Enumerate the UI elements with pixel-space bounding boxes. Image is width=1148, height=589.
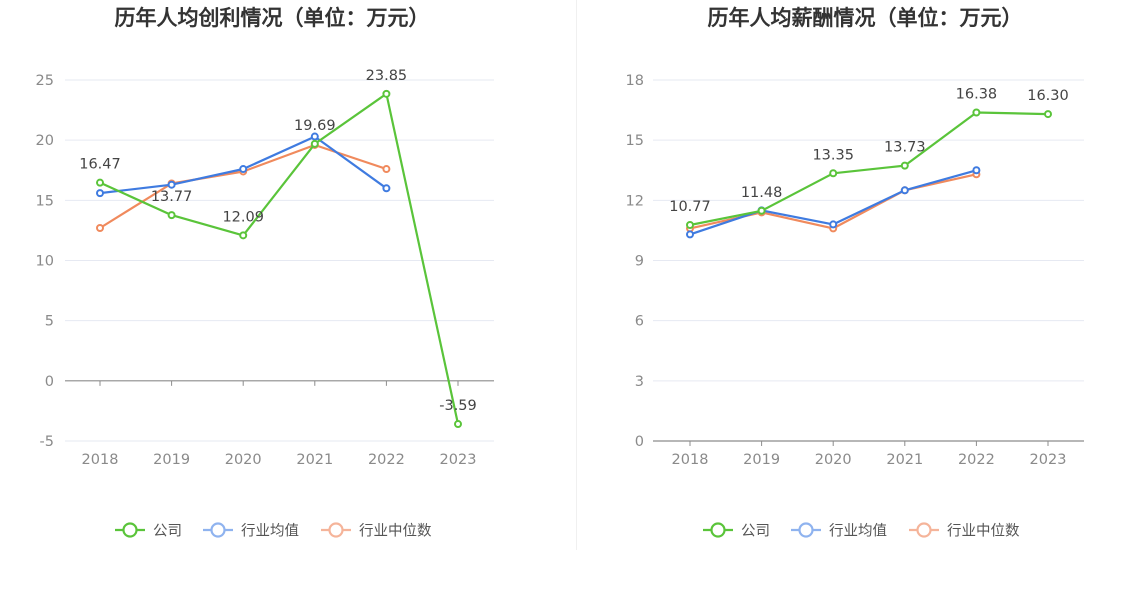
x-tick-label: 2019 bbox=[743, 452, 780, 468]
data-point bbox=[167, 211, 176, 220]
data-point bbox=[382, 89, 391, 98]
data-label: 19.69 bbox=[294, 118, 336, 134]
legend-marker bbox=[210, 522, 226, 538]
y-tick-label: 10 bbox=[36, 254, 54, 270]
data-point bbox=[686, 221, 694, 230]
data-point bbox=[757, 206, 766, 215]
legend-label: 公司 bbox=[153, 524, 182, 540]
data-point bbox=[900, 161, 909, 170]
data-point bbox=[382, 184, 391, 193]
data-point bbox=[829, 220, 838, 229]
data-label: 23.85 bbox=[366, 68, 408, 84]
x-tick-label: 2022 bbox=[368, 452, 405, 468]
x-tick-label: 2020 bbox=[225, 452, 262, 468]
legend-marker bbox=[328, 522, 344, 538]
data-point bbox=[1044, 110, 1052, 119]
legend-marker bbox=[798, 522, 814, 538]
y-tick-label: 20 bbox=[36, 133, 54, 149]
data-point bbox=[972, 166, 981, 175]
y-tick-label: 3 bbox=[635, 374, 644, 390]
data-point bbox=[310, 132, 319, 141]
data-point bbox=[167, 180, 176, 189]
chart-title: 历年人均薪酬情况（单位：万元） bbox=[708, 6, 1023, 30]
y-tick-label: 0 bbox=[635, 434, 644, 450]
legend-label: 行业均值 bbox=[241, 523, 299, 540]
y-tick-label: -5 bbox=[40, 434, 54, 450]
x-tick-label: 2020 bbox=[815, 452, 852, 468]
chart-panel-profit: 历年人均创利情况（单位：万元） -5 0 5 10 15 20 25 2018 2019 2020 2… bbox=[36, 6, 494, 540]
data-label: 10.77 bbox=[669, 199, 711, 215]
y-tick-label: 0 bbox=[45, 374, 54, 390]
chart-title: 历年人均创利情况（单位：万元） bbox=[115, 6, 430, 30]
x-tick-label: 2018 bbox=[672, 452, 709, 468]
y-tick-label: 25 bbox=[36, 73, 54, 89]
series-line bbox=[99, 92, 460, 425]
data-label: 13.73 bbox=[884, 140, 926, 156]
y-tick-label: 12 bbox=[626, 193, 644, 209]
y-tick-label: 5 bbox=[45, 314, 54, 330]
data-point bbox=[310, 139, 319, 148]
data-point bbox=[96, 178, 104, 187]
legend-label: 行业均值 bbox=[829, 523, 887, 540]
y-tick-label: 9 bbox=[635, 254, 644, 270]
x-tick-label: 2023 bbox=[1030, 452, 1067, 468]
chart-panel-salary: 历年人均薪酬情况（单位：万元） 0 3 6 9 12 15 18 2018 2019 2020 202… bbox=[588, 0, 1148, 589]
x-tick-label: 2021 bbox=[296, 452, 333, 468]
y-tick-label: 15 bbox=[626, 133, 644, 149]
data-label: 16.38 bbox=[956, 86, 998, 102]
data-point bbox=[900, 186, 909, 195]
series-line bbox=[689, 111, 1049, 227]
legend-label: 公司 bbox=[741, 524, 770, 540]
data-label: 16.30 bbox=[1027, 88, 1069, 104]
panel-divider bbox=[576, 0, 577, 550]
legend-label: 行业中位数 bbox=[947, 523, 1020, 540]
x-tick-label: 2022 bbox=[958, 452, 995, 468]
profit-chart-svg: 历年人均创利情况（单位：万元） -5 0 5 10 15 20 25 2018 2019 2020 2… bbox=[36, 6, 494, 540]
salary-chart-svg: 历年人均薪酬情况（单位：万元） 0 3 6 9 12 15 18 2018 2019 2020 202… bbox=[626, 6, 1084, 540]
y-tick-label: 18 bbox=[626, 73, 644, 89]
data-label: 16.47 bbox=[79, 157, 121, 173]
series-line bbox=[99, 135, 388, 195]
data-label: 13.35 bbox=[812, 147, 854, 163]
data-label: 12.09 bbox=[222, 209, 264, 225]
data-point bbox=[96, 224, 104, 233]
legend-label: 行业中位数 bbox=[359, 523, 432, 540]
data-point bbox=[239, 165, 248, 174]
y-tick-label: 6 bbox=[635, 314, 644, 330]
x-tick-label: 2018 bbox=[82, 452, 119, 468]
data-point bbox=[454, 420, 462, 429]
data-label: -3.59 bbox=[439, 398, 477, 414]
data-point bbox=[686, 230, 694, 239]
data-point bbox=[239, 231, 248, 240]
data-point bbox=[829, 169, 838, 178]
data-point bbox=[972, 108, 981, 117]
legend-marker bbox=[122, 522, 138, 538]
data-point bbox=[96, 189, 104, 198]
x-tick-label: 2021 bbox=[886, 452, 923, 468]
x-tick-label: 2019 bbox=[153, 452, 190, 468]
legend-marker bbox=[916, 522, 932, 538]
y-tick-label: 15 bbox=[36, 193, 54, 209]
x-tick-label: 2023 bbox=[440, 452, 477, 468]
data-point bbox=[382, 165, 391, 174]
data-label: 11.48 bbox=[741, 185, 783, 201]
data-label: 13.77 bbox=[151, 189, 193, 205]
legend-marker bbox=[710, 522, 726, 538]
